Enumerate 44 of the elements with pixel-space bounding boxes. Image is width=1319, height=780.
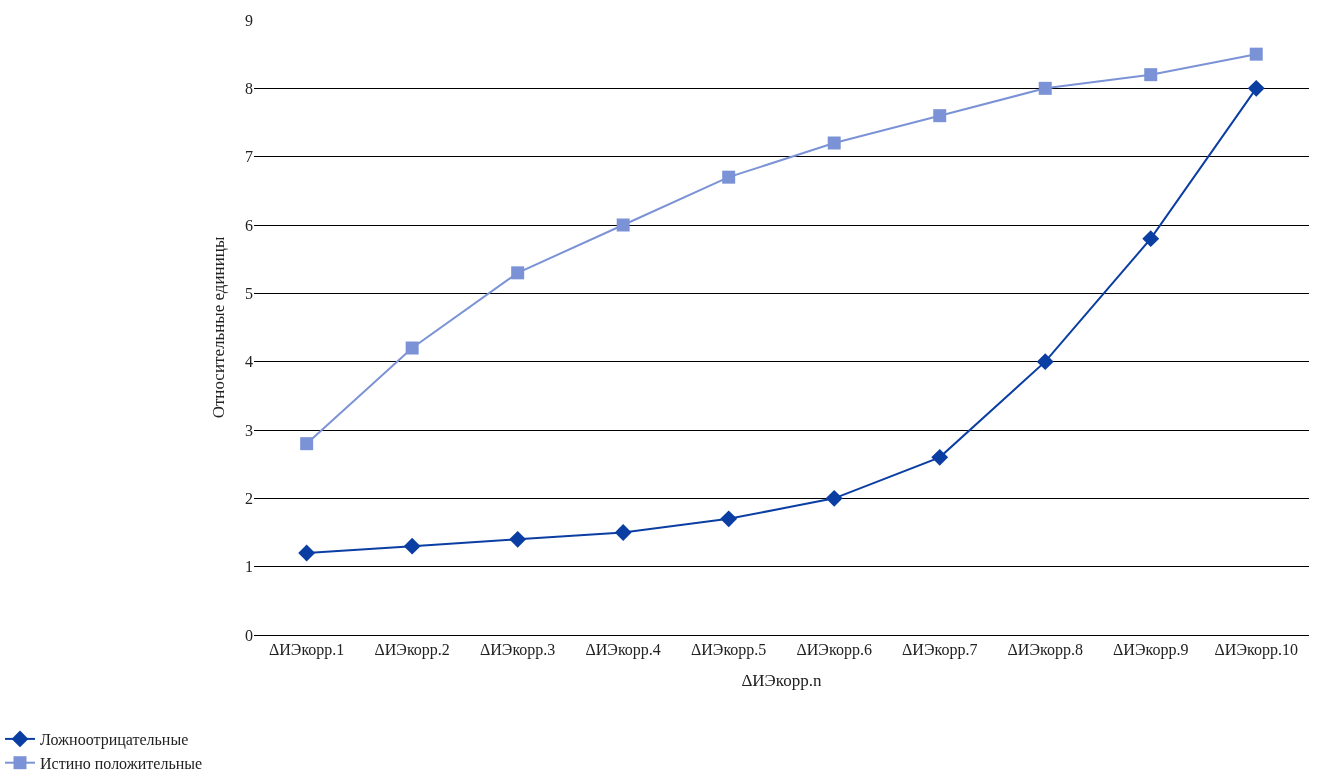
point [1247,79,1265,97]
point [1036,353,1054,371]
x-tick-label: ΔИЭкорр.3 [479,641,556,660]
legend-label: Истино положительные [40,754,203,772]
x-tick-label: ΔИЭкорр.7 [902,641,978,660]
y-tick-label: 1 [244,558,253,576]
y-tick-label: 9 [244,11,253,29]
point [405,341,419,355]
point [1249,47,1263,61]
point [1144,68,1158,82]
y-tick-label: 4 [244,353,253,371]
point [720,510,738,528]
point [1142,230,1160,248]
x-tick-label: ΔИЭкорр.4 [585,641,661,660]
y-tick-label: 8 [244,79,253,97]
point [511,266,525,280]
point [1038,81,1052,95]
x-tick-label: ΔИЭкорр.5 [691,641,767,660]
x-tick-label: ΔИЭкорр.2 [374,641,450,660]
x-tick-label: ΔИЭкорр.10 [1214,641,1298,660]
point [403,537,421,555]
y-tick-label: 0 [244,626,253,644]
legend-label: Ложноотрицательные [40,731,189,750]
y-tick-label: 5 [244,284,253,302]
y-tick-label: 7 [244,148,253,166]
point [614,524,632,541]
y-tick-label: 6 [244,216,253,234]
point [300,437,314,451]
x-tick-label: ΔИЭкорр.6 [796,641,872,660]
x-axis-title: ΔИЭкорр.n [741,670,822,690]
x-tick-label: ΔИЭкорр.1 [268,641,345,660]
point [933,109,947,123]
y-tick-label: 2 [244,489,253,507]
x-tick-label: ΔИЭкорр.9 [1113,641,1189,660]
point [827,136,841,150]
point [509,530,527,548]
x-tick-label: ΔИЭкорр.8 [1007,641,1083,660]
point [931,448,949,466]
y-tick-label: 3 [244,421,253,439]
point [825,489,843,507]
point [298,544,316,562]
point [722,170,736,184]
point [616,218,630,232]
y-axis-title: Относительные единицы [209,236,229,419]
